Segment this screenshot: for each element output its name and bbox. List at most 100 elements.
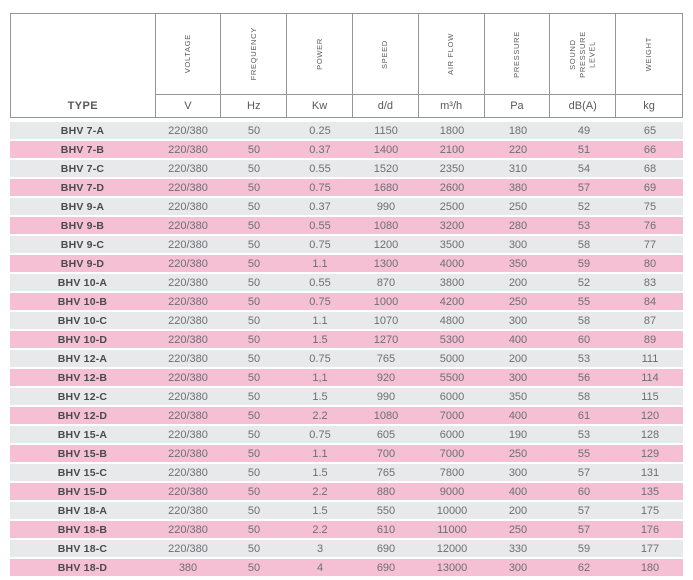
row-power: 0.55 — [309, 162, 331, 175]
row-frequency: 50 — [247, 124, 261, 137]
row-voltage: 220/380 — [168, 124, 208, 137]
column-label: FREQUENCY — [248, 27, 258, 81]
row-airflow: 3500 — [439, 238, 465, 251]
row-frequency: 50 — [247, 219, 261, 232]
row-weight: 75 — [643, 200, 657, 213]
row-frequency: 50 — [247, 295, 261, 308]
row-speed: 765 — [376, 466, 396, 479]
row-sound-level: 58 — [577, 314, 591, 327]
row-power: 0.55 — [309, 219, 331, 232]
row-weight: 83 — [643, 276, 657, 289]
row-weight: 114 — [641, 371, 659, 384]
column-unit: Hz — [247, 100, 261, 112]
row-sound-level: 53 — [577, 352, 591, 365]
table-row: BHV 12-D 220/380 50 2.2 1080 7000 400 61… — [10, 407, 683, 424]
row-sound-level: 54 — [577, 162, 591, 175]
table-row: BHV 18-C 220/380 50 3 690 12000 330 59 1… — [10, 540, 683, 557]
row-power: 0.55 — [309, 276, 331, 289]
row-pressure: 200 — [508, 352, 528, 365]
row-speed: 990 — [376, 200, 396, 213]
row-speed: 1080 — [373, 409, 399, 422]
type-column-header: TYPE — [11, 14, 156, 117]
row-power: 4 — [316, 561, 324, 574]
row-weight: 65 — [643, 124, 657, 137]
row-airflow: 4200 — [439, 295, 465, 308]
column-label-area: VOLTAGE — [155, 14, 221, 95]
row-pressure: 190 — [508, 428, 528, 441]
row-weight: 115 — [641, 390, 659, 403]
row-airflow: 3200 — [439, 219, 465, 232]
row-speed: 610 — [376, 523, 396, 536]
row-airflow: 2600 — [439, 181, 465, 194]
row-sound-level: 62 — [577, 561, 591, 574]
row-airflow: 2350 — [439, 162, 465, 175]
column-label: SPEED — [380, 39, 390, 69]
row-speed: 690 — [376, 561, 396, 574]
row-sound-level: 58 — [577, 238, 591, 251]
row-type: BHV 12-B — [57, 371, 108, 384]
column-unit: V — [184, 100, 192, 112]
row-power: 2.2 — [312, 409, 328, 422]
column-unit: dB(A) — [568, 100, 597, 112]
column-label: POWER — [314, 38, 324, 70]
table-row: BHV 9-D 220/380 50 1.1 1300 4000 350 59 … — [10, 255, 683, 272]
row-weight: 180 — [640, 561, 660, 574]
row-sound-level: 58 — [577, 390, 591, 403]
row-speed: 1070 — [373, 314, 399, 327]
row-weight: 175 — [640, 504, 660, 517]
column-label-area: PRESSURE — [484, 14, 550, 95]
table-row: BHV 15-A 220/380 50 0.75 605 6000 190 53… — [10, 426, 683, 443]
row-power: 1,1 — [312, 371, 328, 384]
row-weight: 111 — [641, 352, 659, 365]
row-frequency: 50 — [247, 162, 261, 175]
row-airflow: 11000 — [437, 523, 467, 536]
row-voltage: 220/380 — [168, 352, 208, 365]
row-pressure: 300 — [508, 314, 528, 327]
row-speed: 1150 — [374, 124, 398, 137]
row-type: BHV 9-C — [60, 238, 105, 251]
row-frequency: 50 — [247, 447, 261, 460]
column-unit: Pa — [510, 100, 524, 112]
row-frequency: 50 — [247, 143, 261, 156]
row-weight: 77 — [643, 238, 657, 251]
row-weight: 128 — [640, 428, 660, 441]
row-speed: 605 — [376, 428, 396, 441]
table-row: BHV 9-C 220/380 50 0.75 1200 3500 300 58… — [10, 236, 683, 253]
row-airflow: 12000 — [436, 542, 468, 555]
row-type: BHV 9-A — [60, 200, 105, 213]
row-voltage: 220/380 — [168, 523, 208, 536]
table-row: BHV 12-C 220/380 50 1.5 990 6000 350 58 … — [10, 388, 683, 405]
row-airflow: 5300 — [439, 333, 465, 346]
row-weight: 131 — [640, 466, 660, 479]
column-label-area: SPEED — [352, 14, 418, 95]
row-speed: 1520 — [373, 162, 399, 175]
row-frequency: 50 — [247, 542, 261, 555]
row-pressure: 200 — [508, 276, 528, 289]
row-voltage: 220/380 — [168, 447, 208, 460]
row-power: 0.75 — [309, 428, 331, 441]
table-body: BHV 7-A 220/380 50 0.25 1150 1800 180 49… — [10, 122, 683, 576]
column-header: SPEED d/d — [352, 14, 419, 117]
row-power: 1.1 — [312, 257, 328, 270]
row-frequency: 50 — [247, 466, 261, 479]
row-airflow: 5000 — [439, 352, 465, 365]
row-pressure: 250 — [508, 200, 528, 213]
row-type: BHV 10-D — [57, 333, 108, 346]
row-type: BHV 7-A — [60, 124, 105, 137]
row-power: 1.1 — [312, 314, 328, 327]
column-label: SOUND PRESSURE LEVEL — [568, 30, 597, 78]
table-row: BHV 7-C 220/380 50 0.55 1520 2350 310 54… — [10, 160, 683, 177]
row-voltage: 220/380 — [168, 428, 208, 441]
row-pressure: 300 — [508, 238, 528, 251]
row-voltage: 220/380 — [168, 238, 208, 251]
row-type: BHV 7-D — [60, 181, 105, 194]
column-label-area: SOUND PRESSURE LEVEL — [550, 14, 616, 95]
row-pressure: 200 — [508, 504, 528, 517]
table-row: BHV 12-B 220/380 50 1,1 920 5500 300 56 … — [10, 369, 683, 386]
row-frequency: 50 — [247, 561, 261, 574]
row-pressure: 300 — [508, 371, 528, 384]
row-airflow: 7800 — [439, 466, 465, 479]
row-type: BHV 18-D — [57, 561, 108, 574]
row-power: 1.5 — [312, 390, 328, 403]
row-voltage: 220/380 — [168, 542, 208, 555]
